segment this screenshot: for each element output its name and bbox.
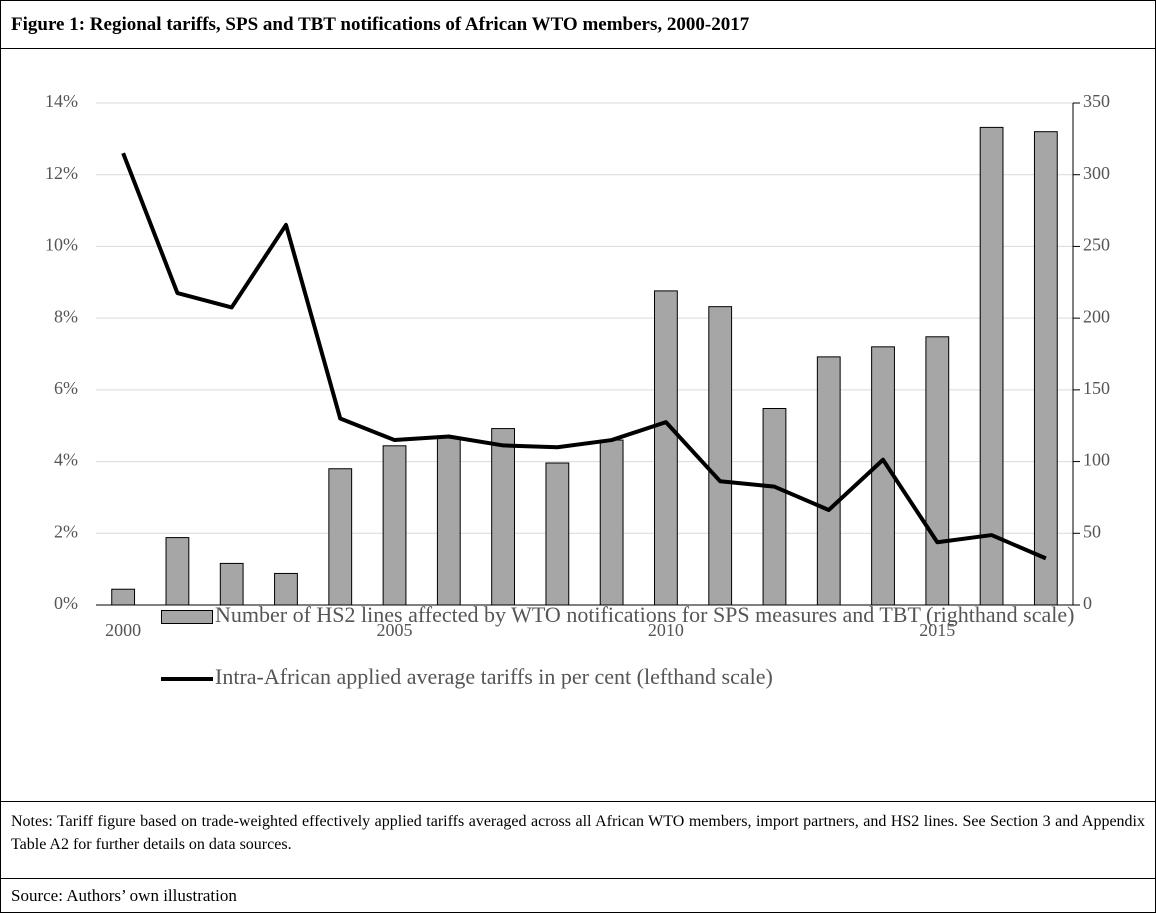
bar [545,462,570,606]
bar [762,408,787,606]
bar [165,537,190,606]
y-tick-label: 6% [54,378,78,398]
y-tick-label: 8% [54,306,78,326]
bar [1033,131,1058,606]
y-tick-label: 4% [54,450,78,470]
bar [328,468,353,606]
y2-tick-label: 0 [1083,593,1092,613]
chart: 0% 2% 4% 6% 8% 10% 12% 14% 0 50 100 150 200 250 300 350… [45,91,1110,640]
y2-tick-label: 200 [1083,306,1110,326]
y2-tick-label: 250 [1083,235,1110,255]
bar [491,428,515,606]
bar [111,588,136,606]
x-tick-label: 2015 [919,620,955,640]
x-tick-label: 2005 [377,620,413,640]
legend-swatch [161,676,213,681]
bar [382,445,407,606]
y2-tick-label: 350 [1083,91,1110,111]
figure-title: Figure 1: Regional tariffs, SPS and TBT … [1,1,1155,49]
bar [436,436,461,606]
bar [654,290,678,606]
y2-tick-label: 100 [1083,450,1110,470]
x-tick-label: 2000 [105,620,141,640]
bar [708,306,733,606]
line [121,152,1047,561]
y-tick-label: 0% [54,593,78,613]
y2-tick-label: 50 [1083,521,1101,541]
y2-tick-label: 300 [1083,163,1110,183]
y-tick-label: 12% [45,163,78,183]
notes: Notes: Tariff figure based on trade-weig… [1,801,1155,879]
bar [925,336,950,606]
legend-bar: Number of HS2 lines affected by WTO noti… [161,601,1121,629]
legend-swatch [161,609,213,624]
x-tick-label: 2010 [648,620,684,640]
bar [816,356,841,606]
y-tick-label: 2% [54,521,78,541]
y-tick-label: 14% [45,91,78,111]
bar [871,346,895,606]
bar [219,562,244,606]
legend-label: Number of HS2 lines affected by WTO noti… [215,602,1075,627]
source: Source: Authors’ own illustration [11,886,237,905]
bar [599,439,624,606]
legend-line: Intra-African applied average tariffs in… [161,663,1121,691]
y2-tick-label: 150 [1083,378,1110,398]
legend-label: Intra-African applied average tariffs in… [215,664,773,689]
y-tick-label: 10% [45,235,78,255]
